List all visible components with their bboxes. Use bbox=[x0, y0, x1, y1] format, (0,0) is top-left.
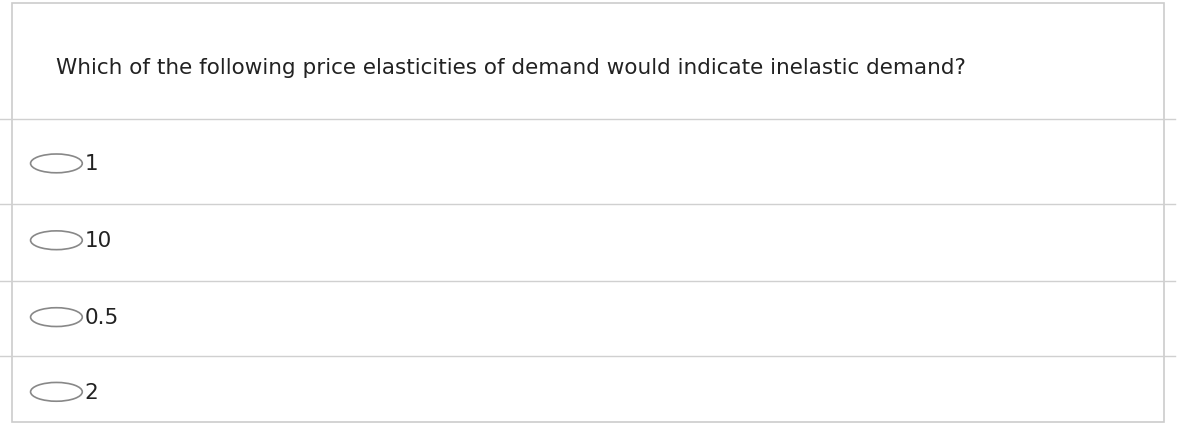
Text: 10: 10 bbox=[85, 231, 112, 250]
Circle shape bbox=[30, 155, 83, 173]
FancyBboxPatch shape bbox=[12, 4, 1164, 422]
Circle shape bbox=[30, 231, 83, 250]
Text: 0.5: 0.5 bbox=[85, 308, 119, 327]
Text: 2: 2 bbox=[85, 382, 98, 402]
Circle shape bbox=[30, 308, 83, 327]
Text: 1: 1 bbox=[85, 154, 98, 174]
Text: Which of the following price elasticities of demand would indicate inelastic dem: Which of the following price elasticitie… bbox=[56, 58, 966, 78]
Circle shape bbox=[30, 383, 83, 401]
